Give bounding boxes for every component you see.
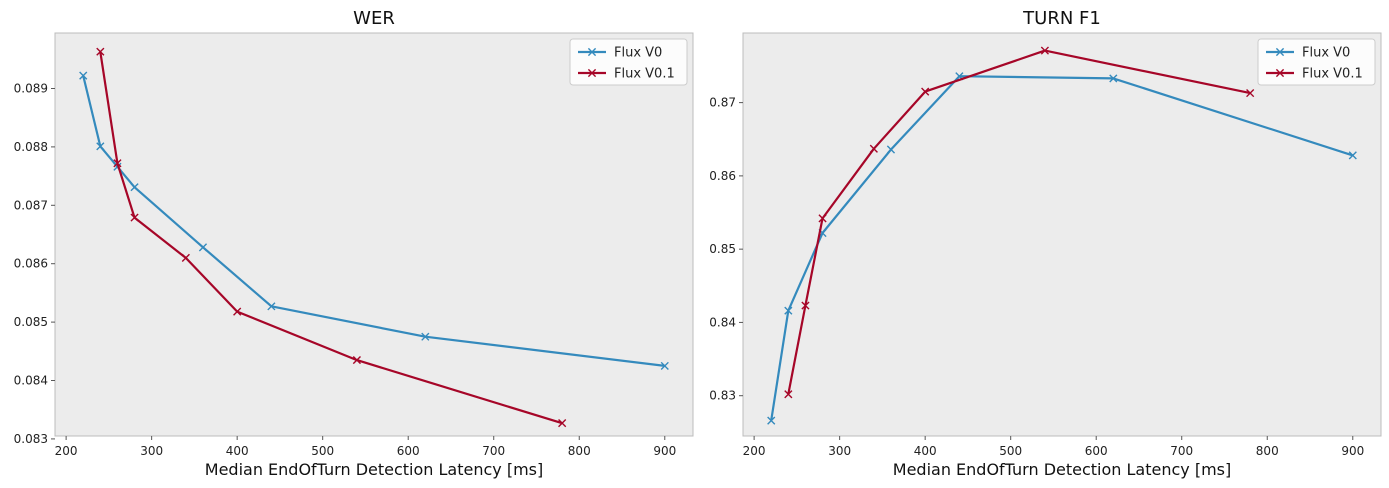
x-tick-label: 200 <box>743 444 766 458</box>
plot-area <box>54 32 694 437</box>
y-tick-label: 0.86 <box>709 169 736 183</box>
chart-title: TURN F1 <box>1022 8 1101 29</box>
chart-title: WER <box>353 8 395 29</box>
data-point-marker <box>96 142 105 151</box>
data-point-marker <box>267 302 276 311</box>
y-tick-label: 0.84 <box>709 315 736 329</box>
y-tick-label: 0.83 <box>709 389 736 403</box>
x-tick-label: 500 <box>311 444 334 458</box>
y-tick-label: 0.085 <box>14 315 48 329</box>
legend: Flux V0 Flux V0.1 <box>569 38 688 86</box>
legend-marker <box>1275 68 1285 78</box>
data-point-marker <box>96 47 105 56</box>
data-point-marker <box>784 306 793 315</box>
x-axis-label: Median EndOfTurn Detection Latency [ms] <box>205 460 543 479</box>
data-point-marker <box>886 145 896 154</box>
x-tick-label: 400 <box>914 444 937 458</box>
data-point-marker <box>1040 46 1049 55</box>
x-tick-label: 800 <box>1256 444 1279 458</box>
data-point-marker <box>784 390 793 399</box>
data-point-marker <box>1109 74 1118 83</box>
x-tick-label: 500 <box>999 444 1022 458</box>
data-point-marker <box>660 361 669 371</box>
chart-wer: WER 200 300 400 500 600 700 800 900 0.083 0.084 0.0… <box>14 8 694 479</box>
x-axis-label: Median EndOfTurn Detection Latency [ms] <box>893 460 1231 479</box>
legend-label: Flux V0 <box>1302 46 1350 61</box>
x-tick-label: 200 <box>55 444 78 458</box>
data-point-marker <box>79 71 88 80</box>
data-point-marker <box>233 307 242 316</box>
data-point-marker <box>198 243 208 252</box>
data-point-marker <box>352 355 361 365</box>
data-point-marker <box>130 213 139 222</box>
data-point-marker <box>801 301 810 310</box>
legend-label: Flux V0.1 <box>614 67 675 82</box>
data-point-marker <box>921 87 930 96</box>
legend: Flux V0 Flux V0.1 <box>1257 38 1376 86</box>
y-tick-label: 0.85 <box>709 242 736 256</box>
x-tick-label: 400 <box>226 444 249 458</box>
data-point-marker <box>113 159 122 168</box>
x-tick-label: 700 <box>1170 444 1193 458</box>
legend-label: Flux V0 <box>614 46 662 61</box>
x-tick-label: 900 <box>1341 444 1364 458</box>
y-tick-label: 0.089 <box>14 81 48 95</box>
x-tick-label: 300 <box>140 444 163 458</box>
y-tick-label: 0.087 <box>14 198 48 212</box>
y-tick-label: 0.088 <box>14 140 48 154</box>
x-tick-label: 900 <box>653 444 676 458</box>
x-tick-label: 700 <box>482 444 505 458</box>
data-point-marker <box>1246 88 1255 98</box>
data-point-marker <box>869 144 878 153</box>
plot-area <box>742 32 1382 437</box>
data-point-marker <box>130 183 139 192</box>
y-tick-label: 0.086 <box>14 257 48 271</box>
chart-turn-f1: TURN F1 200 300 400 500 600 700 800 900 0.83 0.84 0… <box>709 8 1382 479</box>
data-point-marker <box>1348 151 1357 160</box>
legend-label: Flux V0.1 <box>1302 67 1363 82</box>
data-point-marker <box>181 253 190 262</box>
legend-marker <box>1275 47 1285 57</box>
legend-marker <box>587 68 597 78</box>
y-tick-label: 0.084 <box>14 374 48 388</box>
x-tick-label: 300 <box>828 444 851 458</box>
data-point-marker <box>767 416 776 425</box>
x-tick-label: 600 <box>1085 444 1108 458</box>
x-tick-label: 600 <box>397 444 420 458</box>
y-tick-label: 0.083 <box>14 432 48 446</box>
legend-marker <box>587 47 597 57</box>
data-point-marker <box>818 214 827 223</box>
y-tick-label: 0.87 <box>709 96 736 110</box>
data-point-marker <box>558 419 567 428</box>
data-point-marker <box>421 332 430 341</box>
x-tick-label: 800 <box>568 444 591 458</box>
